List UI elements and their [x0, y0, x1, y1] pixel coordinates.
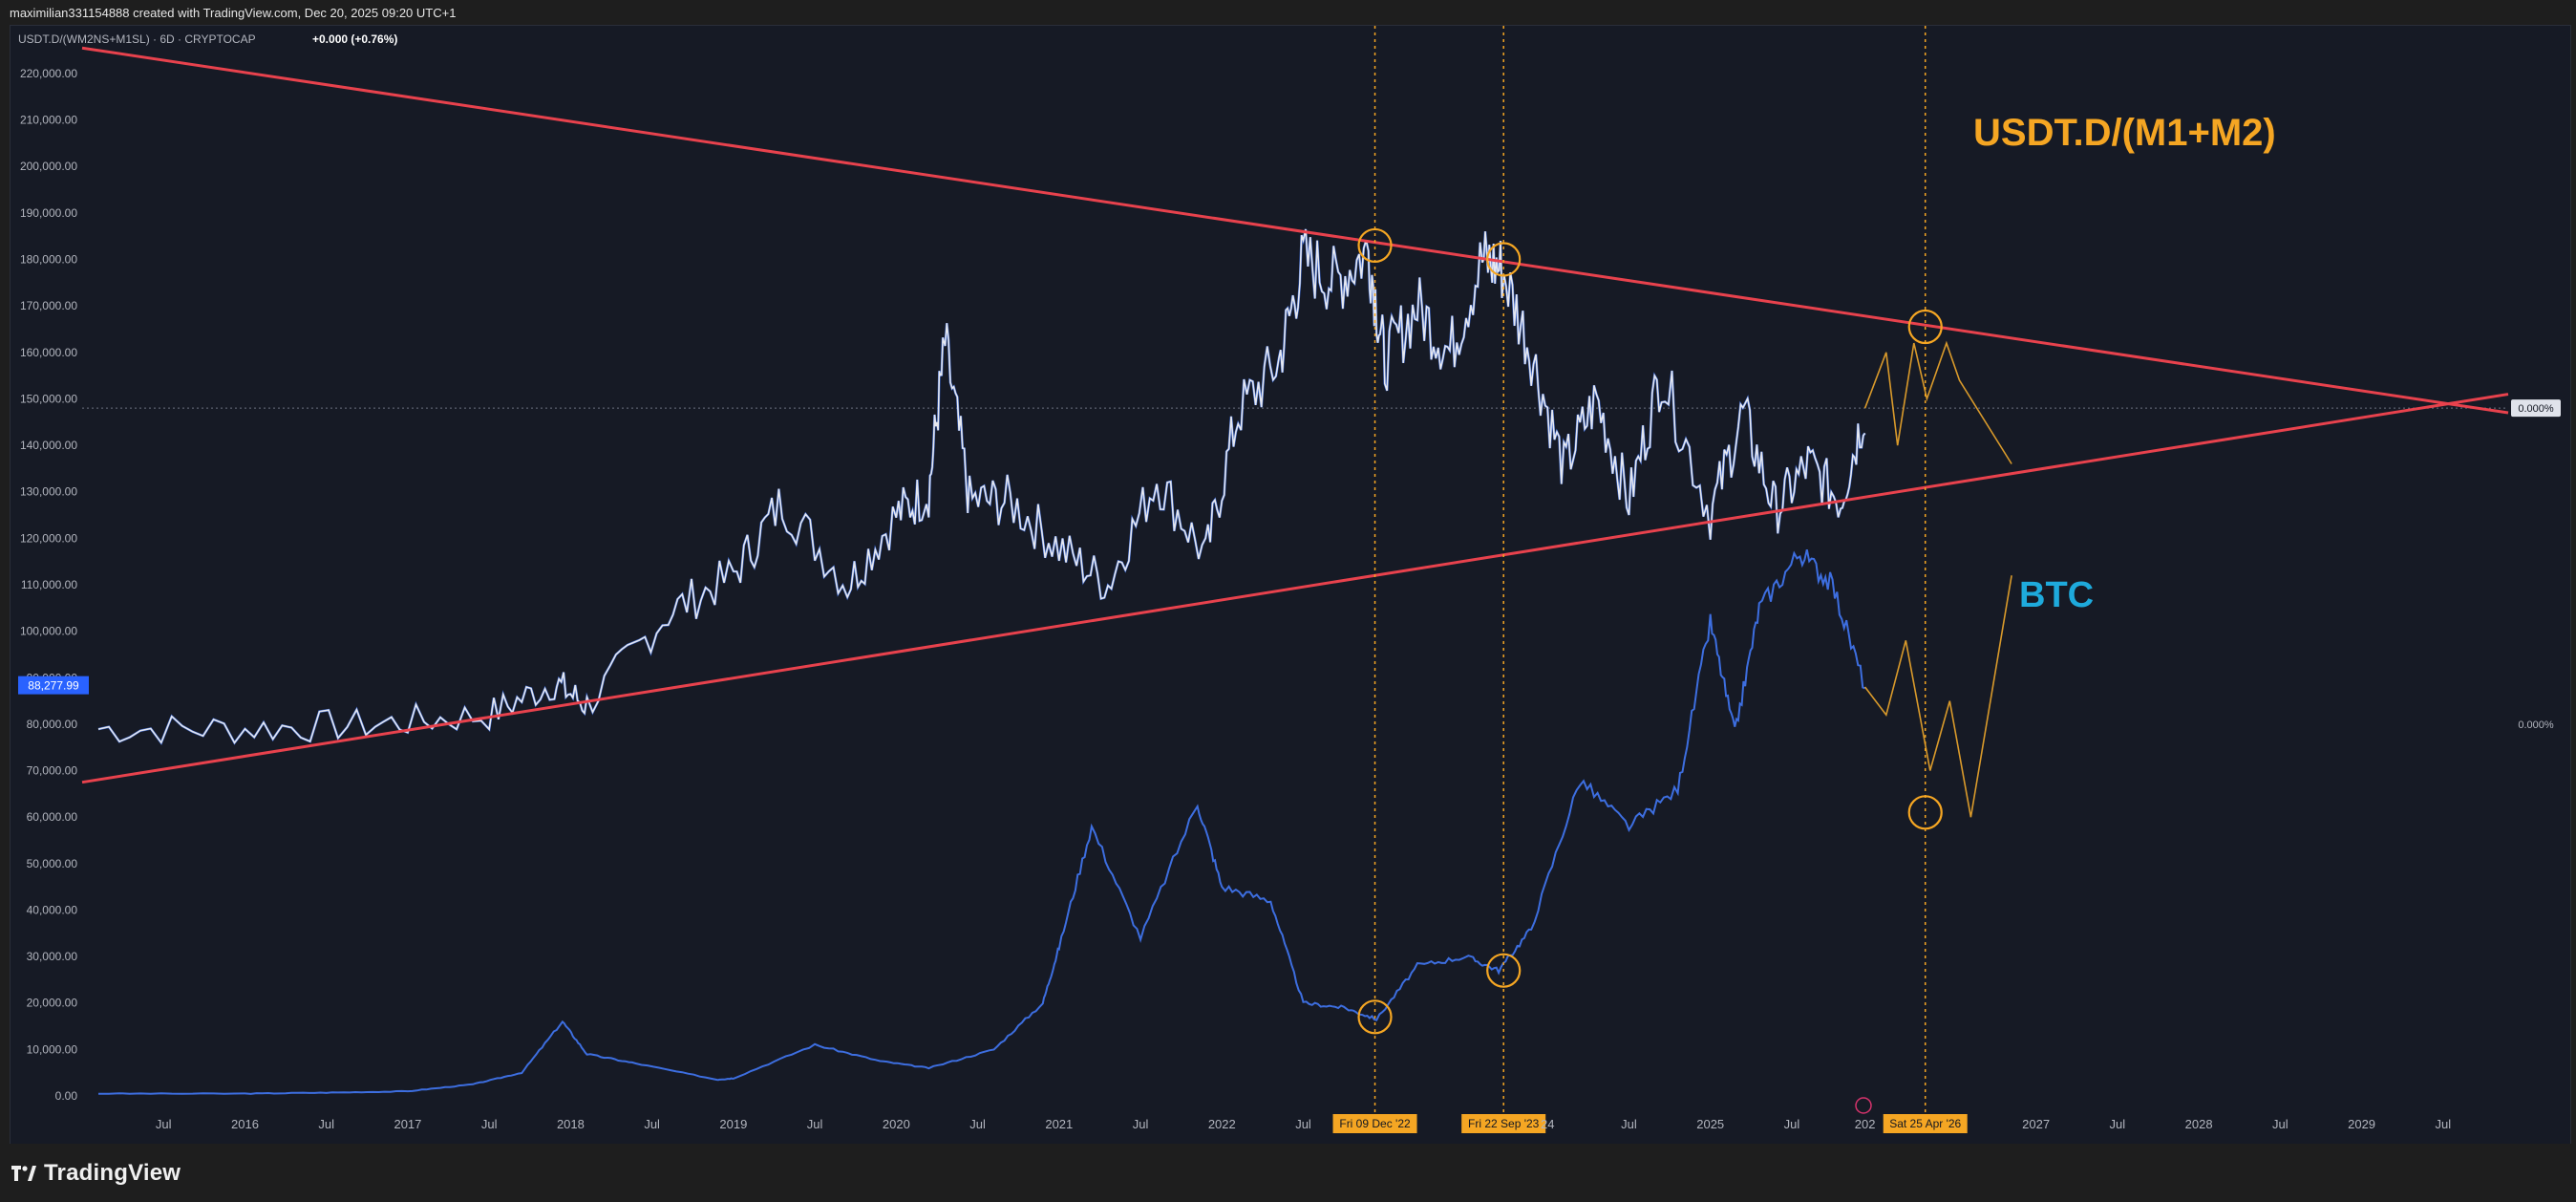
x-tick-label: Jul: [2272, 1117, 2289, 1131]
x-tick-label: 2016: [231, 1117, 259, 1131]
tradingview-logo-icon: [11, 1166, 36, 1181]
axis-layer: 0.00 10,000.00 20,000.00 30,000.00 40,000.00…: [18, 32, 2561, 1133]
event-date-label: Fri 09 Dec '22: [1339, 1117, 1411, 1130]
y-tick-label: 70,000.00: [27, 764, 78, 778]
x-tick-label: Jul: [644, 1117, 660, 1131]
x-tick-label: 2017: [394, 1117, 421, 1131]
highlight-circle: [1357, 999, 1393, 1035]
y-tick-label: 180,000.00: [20, 253, 77, 267]
y-tick-label: 120,000.00: [20, 531, 77, 545]
x-tick-label: 24: [1541, 1117, 1554, 1131]
right-axis-label: 0.000%: [2518, 403, 2554, 415]
y-tick-label: 220,000.00: [20, 67, 77, 80]
y-tick-label: 210,000.00: [20, 114, 77, 127]
right-axis-label: 0.000%: [2518, 719, 2554, 731]
x-tick-label: Jul: [1784, 1117, 1800, 1131]
price-label: 88,277.99: [28, 679, 79, 693]
tradingview-logo[interactable]: TradingView: [11, 1159, 181, 1188]
highlight-circle: [1486, 242, 1522, 277]
tradingview-logo-text: TradingView: [44, 1160, 181, 1186]
event-date-label: Sat 25 Apr '26: [1889, 1117, 1961, 1130]
symbol-change: +0.000 (+0.76%): [312, 32, 397, 46]
usdt-projection-path: [1863, 340, 2012, 464]
highlight-circle: [1907, 795, 1943, 830]
chart-panel[interactable]: USDT.D/(M1+M2) BTC 0.00 10,000.00 20,000.00…: [10, 25, 2571, 1146]
x-tick-label: 2028: [2185, 1117, 2213, 1131]
x-tick-label: Jul: [481, 1117, 498, 1131]
usdt-series-line: [97, 228, 1866, 744]
x-tick-label: 2022: [1208, 1117, 1236, 1131]
y-tick-label: 100,000.00: [20, 625, 77, 638]
right-label-bg: [2511, 399, 2561, 418]
attribution-bar: maximilian331154888 created with Trading…: [0, 0, 2576, 25]
x-tick-label: Jul: [2435, 1117, 2451, 1131]
y-tick-label: 0.00: [55, 1089, 78, 1103]
wedge-lower-line: [81, 393, 2509, 784]
btc-projection-path: [1863, 575, 2012, 818]
event-date-badge: [1883, 1114, 1968, 1133]
chart-svg[interactable]: USDT.D/(M1+M2) BTC 0.00 10,000.00 20,000.00…: [11, 26, 2570, 1145]
event-date-label: Fri 22 Sep '23: [1468, 1117, 1540, 1130]
x-tick-label: 2021: [1045, 1117, 1073, 1131]
y-tick-label: 50,000.00: [27, 857, 78, 870]
x-tick-label: 2018: [557, 1117, 585, 1131]
x-tick-label: 202: [1855, 1117, 1876, 1131]
x-tick-label: Jul: [807, 1117, 823, 1131]
event-date-badge: [1332, 1114, 1417, 1133]
x-tick-label: 2025: [1696, 1117, 1724, 1131]
x-tick-label: Jul: [969, 1117, 986, 1131]
usdt-series-shadow: [97, 228, 1866, 745]
y-tick-label: 20,000.00: [27, 997, 78, 1010]
highlight-circle: [1357, 227, 1393, 264]
attribution-text: maximilian331154888 created with Trading…: [10, 6, 457, 20]
event-date-badge: [1461, 1114, 1546, 1133]
y-tick-label: 190,000.00: [20, 206, 77, 220]
x-tick-label: Jul: [2110, 1117, 2126, 1131]
y-tick-label: 60,000.00: [27, 810, 78, 824]
y-tick-label: 130,000.00: [20, 485, 77, 499]
highlight-circle: [1907, 309, 1943, 345]
x-tick-label: Jul: [1621, 1117, 1637, 1131]
symbol-header: USDT.D/(WM2NS+M1SL) · 6D · CRYPTOCAP: [18, 32, 256, 46]
y-tick-label: 150,000.00: [20, 392, 77, 405]
annotation-usdt-label: USDT.D/(M1+M2): [1973, 112, 2276, 154]
x-tick-label: Jul: [1295, 1117, 1311, 1131]
y-tick-label: 110,000.00: [21, 578, 77, 591]
y-tick-label: 40,000.00: [27, 903, 78, 916]
x-tick-label: Jul: [156, 1117, 172, 1131]
annotation-btc-label: BTC: [2019, 575, 2094, 615]
price-label-bg: [18, 676, 89, 695]
x-tick-label: Jul: [318, 1117, 334, 1131]
y-tick-label: 200,000.00: [20, 160, 77, 173]
x-tick-label: 2019: [719, 1117, 747, 1131]
wedge-upper-line: [81, 46, 2509, 415]
x-tick-label: 2029: [2348, 1117, 2375, 1131]
y-tick-label: 140,000.00: [20, 439, 77, 452]
y-tick-label: 160,000.00: [20, 346, 77, 359]
y-tick-label: 80,000.00: [27, 718, 78, 731]
highlight-circle: [1486, 953, 1522, 988]
footer-bar: [0, 1144, 2576, 1202]
overlay-layer: USDT.D/(M1+M2) BTC: [81, 26, 2509, 1114]
x-tick-label: 2020: [883, 1117, 910, 1131]
y-tick-label: 170,000.00: [20, 299, 77, 312]
y-tick-label: 10,000.00: [27, 1042, 78, 1056]
x-tick-label: Jul: [1133, 1117, 1149, 1131]
event-marker-icon: [1855, 1097, 1872, 1114]
y-tick-label: 30,000.00: [27, 950, 78, 963]
series-layer: [97, 228, 1866, 1095]
x-tick-label: 2027: [2022, 1117, 2050, 1131]
btc-series-line: [97, 548, 1865, 1095]
